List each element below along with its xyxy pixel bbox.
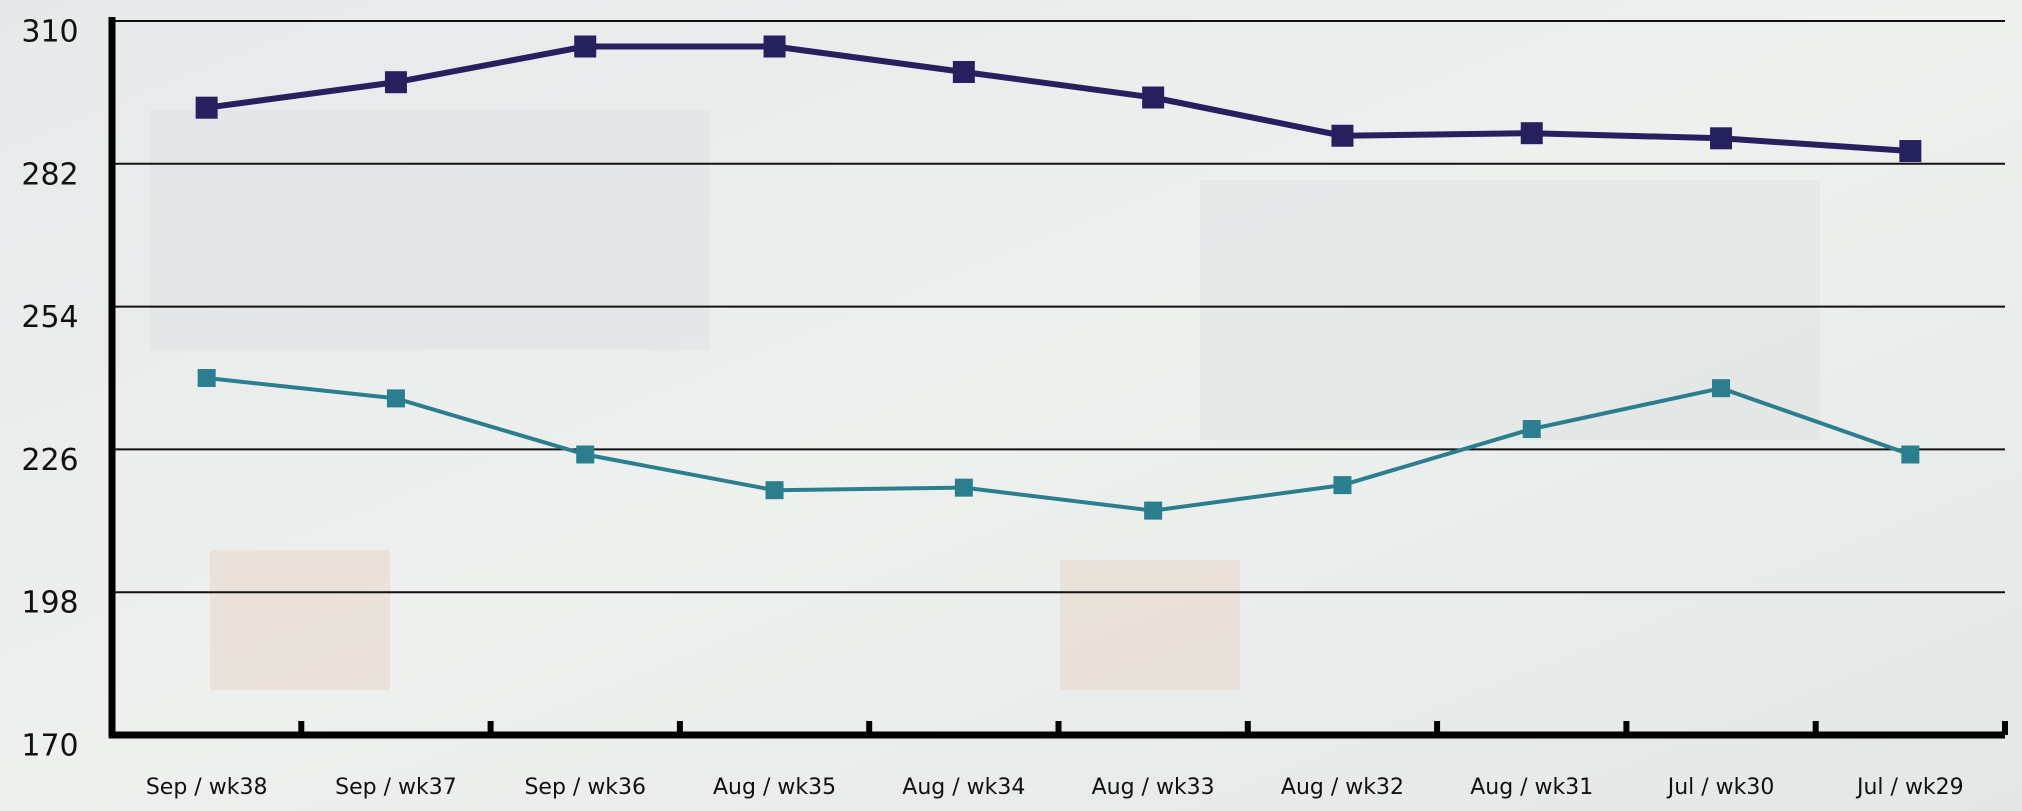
x-tick-label: Sep / wk36 xyxy=(524,775,646,800)
x-tick-label: Aug / wk31 xyxy=(1470,775,1593,800)
y-tick-label: 170 xyxy=(21,729,78,764)
marker xyxy=(1710,127,1733,150)
x-tick-label: Aug / wk34 xyxy=(902,775,1025,800)
marker xyxy=(763,35,786,58)
y-tick-label: 254 xyxy=(21,300,78,335)
marker xyxy=(1899,140,1922,163)
y-tick-label: 310 xyxy=(21,15,78,50)
y-tick-label: 282 xyxy=(21,157,78,192)
x-tick-label: Sep / wk37 xyxy=(335,775,457,800)
marker xyxy=(574,35,597,58)
marker xyxy=(1901,445,1920,464)
background-note xyxy=(1200,180,1820,440)
series-line xyxy=(206,43,1911,155)
marker xyxy=(1142,86,1165,109)
marker xyxy=(952,61,975,83)
marker xyxy=(1712,379,1731,398)
marker xyxy=(197,369,216,387)
x-tick-label: Jul / wk30 xyxy=(1666,775,1775,800)
marker xyxy=(1520,122,1543,145)
x-tick-label: Jul / wk29 xyxy=(1855,775,1964,800)
marker xyxy=(576,445,595,464)
x-tick-label: Aug / wk33 xyxy=(1092,775,1215,800)
y-tick-label: 198 xyxy=(21,586,78,621)
series-line xyxy=(206,376,1912,513)
x-tick-label: Aug / wk32 xyxy=(1281,775,1404,800)
y-tick-label: 226 xyxy=(21,443,78,478)
background-note xyxy=(210,550,390,690)
marker xyxy=(954,478,973,497)
marker xyxy=(384,71,407,94)
background-note xyxy=(1060,560,1240,690)
marker xyxy=(195,96,218,119)
background-note xyxy=(150,110,710,350)
marker xyxy=(1331,124,1354,147)
marker xyxy=(1144,501,1163,520)
marker xyxy=(1333,476,1352,495)
x-tick-label: Aug / wk35 xyxy=(713,775,836,800)
marker xyxy=(386,389,405,408)
marker xyxy=(1522,420,1541,438)
marker xyxy=(765,481,784,500)
x-tick-label: Sep / wk38 xyxy=(146,775,268,800)
